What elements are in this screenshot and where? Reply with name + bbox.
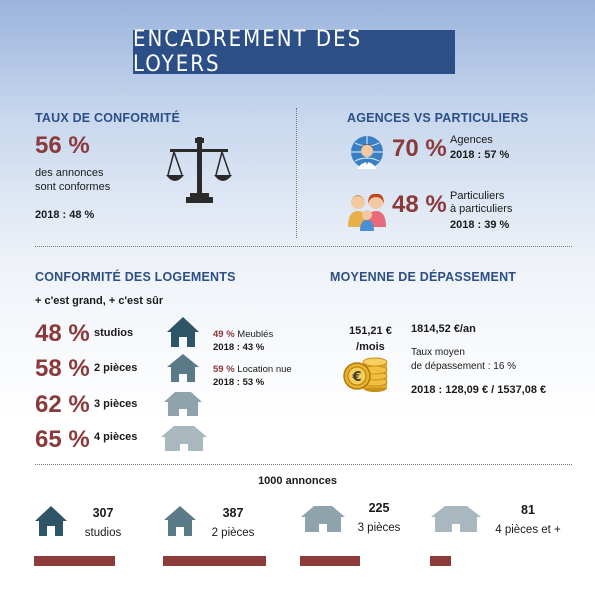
annonce-three-rooms: 225 3 pièces (351, 498, 407, 538)
depassement-2018: 2018 : 128,09 € / 1537,08 € (411, 384, 547, 396)
house-icon (300, 505, 346, 533)
page-title: ENCADREMENT DES LOYERS (133, 27, 363, 77)
annonce-three-rooms-count: 225 (368, 501, 390, 515)
conformite-text: des annonces sont conformes (35, 166, 110, 194)
horizontal-divider-top (35, 246, 572, 247)
two-rooms-label: 2 pièces (94, 362, 138, 374)
annonce-three-rooms-label: 3 pièces (357, 522, 401, 534)
conformite-percent: 56 % (35, 132, 90, 159)
agences-label: Agences (450, 134, 493, 146)
house-icon (166, 316, 200, 348)
three-rooms-label: 3 pièces (94, 398, 138, 410)
house-icon (430, 505, 482, 533)
annonce-two-rooms: 387 2 pièces (205, 503, 261, 543)
bar-three-rooms (300, 556, 360, 566)
annual-value: 1814,52 €/an (411, 323, 476, 335)
annonce-studios-label: studios (84, 527, 122, 539)
annonce-four-rooms-label: 4 pièces et + (495, 524, 561, 536)
family-icon (346, 191, 388, 238)
meubles-line: 49 % Meublés (213, 328, 273, 341)
monthly-unit: /mois (356, 341, 385, 353)
particuliers-percent: 48 % (392, 191, 447, 218)
conformite-text-line1: des annonces (35, 167, 104, 179)
location-nue-percent: 59 % (213, 364, 235, 375)
bar-studios (34, 556, 115, 566)
house-icon (163, 505, 197, 537)
studios-label: studios (94, 327, 134, 339)
svg-text:€: € (351, 370, 361, 385)
coins-icon: € (343, 352, 391, 397)
house-icon (34, 505, 68, 537)
meubles-block: 49 % Meublés 2018 : 43 % (213, 328, 273, 354)
house-icon (160, 425, 208, 452)
location-nue-2018: 2018 : 53 % (213, 377, 265, 388)
annonce-studios: 307 studios (78, 503, 128, 543)
scale-icon (166, 135, 232, 212)
taux-line2: de dépassement : 16 % (411, 361, 517, 372)
four-rooms-label: 4 pièces (94, 431, 138, 443)
annonce-four-rooms-count: 81 (521, 503, 535, 517)
agences-percent: 70 % (392, 135, 447, 162)
conformite-heading: TAUX DE CONFORMITÉ (35, 111, 181, 125)
vertical-divider (296, 108, 297, 238)
annonce-four-rooms: 81 4 pièces et + (488, 500, 568, 540)
globe-person-icon (349, 135, 385, 178)
annonce-two-rooms-count: 387 (222, 506, 244, 520)
particuliers-label: Particuliers à particuliers (450, 190, 512, 216)
meubles-2018: 2018 : 43 % (213, 342, 265, 353)
annonce-studios-count: 307 (92, 506, 114, 520)
three-rooms-percent: 62 % (35, 391, 90, 418)
conformite-2018: 2018 : 48 % (35, 209, 95, 221)
agences-2018: 2018 : 57 % (450, 149, 510, 161)
location-nue-block: 59 % Location nue 2018 : 53 % (213, 363, 292, 389)
taux-block: Taux moyen de dépassement : 16 % (411, 346, 516, 374)
bar-two-rooms (163, 556, 266, 566)
particuliers-2018: 2018 : 39 % (450, 219, 510, 231)
logements-subtitle: + c'est grand, + c'est sûr (35, 295, 164, 307)
house-icon (166, 353, 200, 383)
particuliers-label-line1: Particuliers (450, 190, 505, 202)
location-nue-line: 59 % Location nue (213, 363, 292, 376)
logements-heading: CONFORMITÉ DES LOGEMENTS (35, 270, 236, 284)
bar-four-rooms (430, 556, 451, 566)
meubles-percent: 49 % (213, 329, 235, 340)
agences-heading: AGENCES VS PARTICULIERS (347, 111, 529, 125)
meubles-label: Meublés (237, 329, 274, 340)
monthly-value: 151,21 € (349, 325, 392, 337)
particuliers-label-line2: à particuliers (450, 203, 513, 215)
taux-line1: Taux moyen (411, 347, 465, 358)
horizontal-divider-bottom (35, 464, 572, 465)
location-nue-label: Location nue (237, 364, 292, 375)
annonce-two-rooms-label: 2 pièces (211, 527, 255, 539)
studios-percent: 48 % (35, 320, 90, 347)
four-rooms-percent: 65 % (35, 426, 90, 453)
page-title-banner: ENCADREMENT DES LOYERS (133, 27, 455, 77)
annonces-heading: 1000 annonces (258, 475, 337, 487)
monthly-block: 151,21 € /mois (349, 323, 392, 355)
two-rooms-percent: 58 % (35, 355, 90, 382)
depassement-heading: MOYENNE DE DÉPASSEMENT (330, 270, 517, 284)
conformite-text-line2: sont conformes (35, 181, 111, 193)
house-icon (163, 391, 203, 417)
